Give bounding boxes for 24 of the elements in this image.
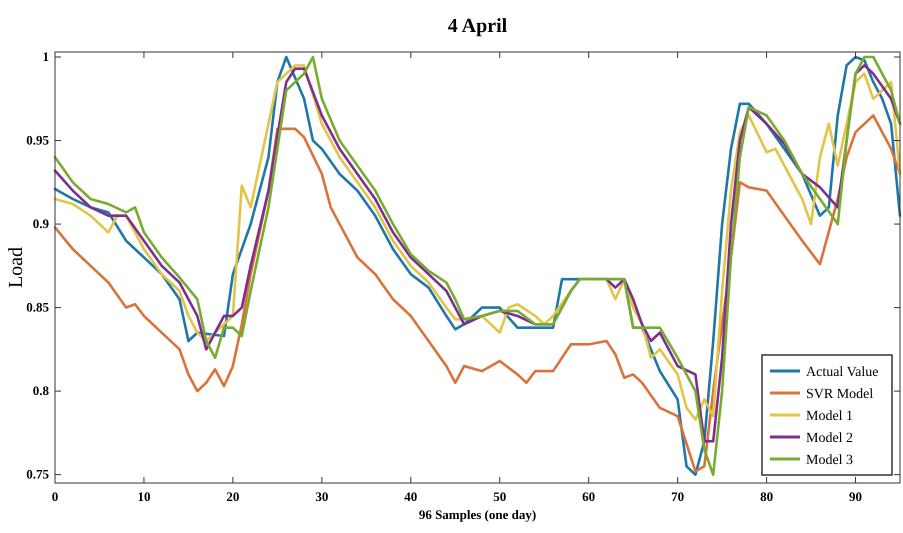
y-tick-label: 0.75: [26, 466, 50, 482]
y-tick-label: 0.85: [26, 300, 50, 315]
legend-label: Model 2: [806, 431, 854, 446]
x-tick-label: 20: [226, 489, 240, 504]
chart-title: 4 April: [448, 15, 508, 37]
y-tick-label: 1: [42, 49, 49, 64]
y-tick-label: 0.8: [32, 383, 50, 398]
x-tick-label: 50: [493, 489, 506, 504]
x-axis-title: 96 Samples (one day): [418, 507, 536, 522]
x-tick-label: 10: [137, 489, 150, 504]
x-tick-label: 70: [671, 489, 684, 504]
x-tick-label: 40: [404, 489, 418, 504]
y-tick-label: 0.95: [26, 132, 50, 148]
y-tick-label: 0.9: [32, 216, 50, 232]
x-tick-label: 80: [760, 489, 774, 504]
x-tick-label: 30: [315, 489, 328, 504]
x-tick-label: 90: [849, 489, 862, 504]
y-axis-title: Load: [5, 246, 27, 288]
x-tick-label: 60: [582, 489, 596, 504]
legend-label: Model 1: [806, 409, 854, 424]
legend-label: Model 3: [806, 453, 854, 468]
legend-label: Actual Value: [806, 365, 878, 380]
legend-label: SVR Model: [806, 387, 874, 402]
x-tick-label: 0: [52, 489, 58, 504]
